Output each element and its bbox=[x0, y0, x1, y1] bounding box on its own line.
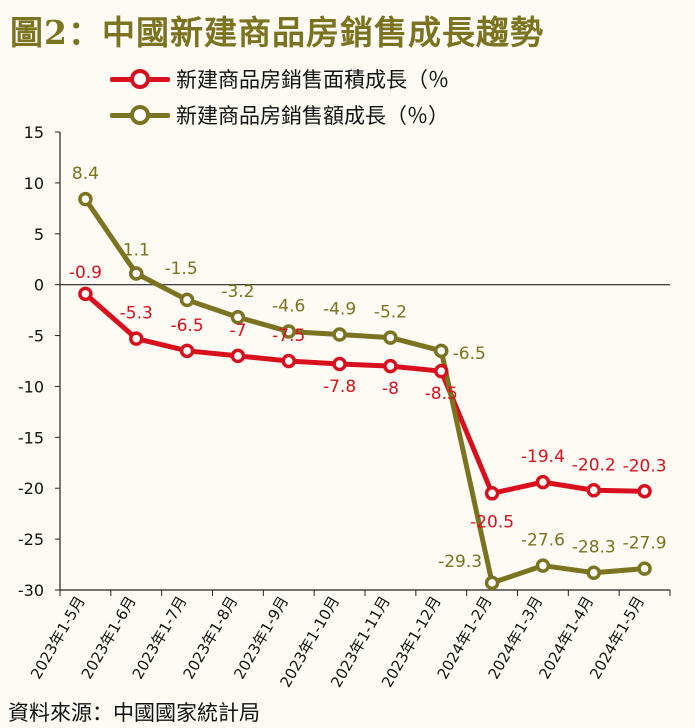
data-point bbox=[383, 330, 398, 345]
data-label: -4.9 bbox=[323, 300, 356, 320]
legend-item-amount: 新建商品房銷售額成長（％） bbox=[110, 100, 449, 130]
y-tick-label: 15 bbox=[24, 123, 44, 142]
data-label: -6.5 bbox=[170, 316, 203, 336]
data-label: -7.5 bbox=[272, 326, 305, 346]
y-tick-label: 10 bbox=[24, 174, 44, 193]
data-label: -6.5 bbox=[453, 344, 486, 364]
data-point bbox=[179, 343, 195, 359]
y-tick-label: -5 bbox=[28, 327, 44, 346]
data-label: -29.3 bbox=[438, 552, 482, 572]
data-point bbox=[78, 286, 93, 302]
data-label: -27.6 bbox=[521, 531, 565, 551]
data-label: -28.3 bbox=[572, 538, 616, 558]
y-tick-label: 0 bbox=[34, 276, 44, 295]
legend-label-area: 新建商品房銷售面積成長（％ bbox=[176, 68, 449, 92]
data-point bbox=[230, 348, 246, 364]
data-point bbox=[434, 363, 449, 379]
x-tick-label: 2024年1-5月 bbox=[586, 593, 648, 682]
y-tick-label: -10 bbox=[18, 377, 44, 396]
chart-title: 圖2：中國新建商品房銷售成長趨勢 bbox=[10, 13, 544, 52]
data-point bbox=[179, 292, 195, 308]
data-point bbox=[637, 484, 652, 499]
data-point bbox=[230, 309, 246, 325]
data-label: -8.5 bbox=[425, 384, 458, 404]
data-label: -7.8 bbox=[323, 377, 356, 397]
data-point bbox=[535, 558, 551, 573]
data-label: -3.2 bbox=[221, 282, 254, 302]
legend-label-amount: 新建商品房銷售額成長（％） bbox=[176, 104, 449, 128]
data-label: -0.9 bbox=[69, 263, 102, 283]
series-line-1 bbox=[82, 196, 648, 586]
data-label: -20.3 bbox=[623, 456, 667, 476]
data-point bbox=[484, 486, 500, 501]
y-tick-label: 5 bbox=[34, 225, 44, 244]
data-point bbox=[129, 331, 144, 346]
data-label: 1.1 bbox=[123, 240, 150, 260]
data-point bbox=[484, 575, 500, 591]
data-point bbox=[535, 474, 551, 490]
data-point bbox=[281, 324, 296, 339]
data-label: -7 bbox=[229, 321, 246, 341]
data-label: -20.5 bbox=[470, 512, 514, 532]
data-label: -1.5 bbox=[164, 259, 197, 279]
data-label: -4.6 bbox=[272, 296, 305, 316]
legend-swatch-area bbox=[110, 64, 170, 94]
data-point bbox=[129, 266, 144, 281]
data-label: -5.3 bbox=[120, 304, 153, 324]
data-point bbox=[332, 327, 347, 342]
source-note: 資料來源：中國國家統計局 bbox=[8, 701, 260, 725]
data-point bbox=[78, 191, 93, 207]
data-label: 8.4 bbox=[72, 164, 99, 184]
data-label: -19.4 bbox=[521, 447, 565, 467]
y-tick-label: -30 bbox=[18, 581, 44, 600]
y-tick-label: -25 bbox=[18, 530, 44, 549]
series-line-0 bbox=[82, 291, 648, 496]
data-label: -20.2 bbox=[572, 455, 616, 475]
data-point bbox=[332, 356, 347, 372]
legend-swatch-amount bbox=[110, 100, 170, 130]
data-point bbox=[281, 353, 296, 369]
data-point bbox=[586, 483, 601, 498]
data-point bbox=[637, 561, 652, 576]
data-point bbox=[383, 358, 398, 374]
y-tick-label: -20 bbox=[18, 479, 44, 498]
data-point bbox=[586, 565, 601, 580]
data-label: -8 bbox=[382, 379, 399, 399]
y-tick-label: -15 bbox=[18, 428, 44, 447]
data-label: -5.2 bbox=[374, 303, 407, 323]
data-label: -27.9 bbox=[623, 534, 667, 554]
legend-item-area: 新建商品房銷售面積成長（％ bbox=[110, 64, 449, 94]
data-point bbox=[434, 343, 449, 359]
